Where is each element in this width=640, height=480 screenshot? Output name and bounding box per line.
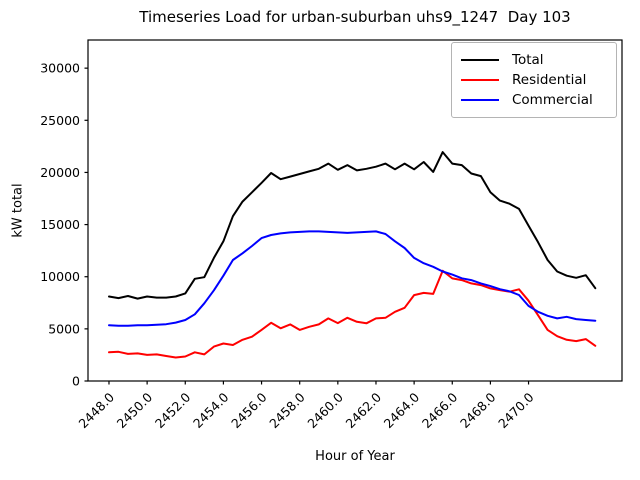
x-tick-label: 2458.0 <box>266 389 308 431</box>
y-tick-label: 25000 <box>40 113 80 128</box>
legend-label: Commercial <box>512 92 593 108</box>
series-line-commercial <box>108 230 597 327</box>
series-line-total <box>108 151 597 300</box>
y-tick-label: 30000 <box>40 61 80 76</box>
legend-item-residential: Residential <box>461 70 608 90</box>
x-tick-label: 2466.0 <box>419 389 461 431</box>
y-tick-label: 10000 <box>40 269 80 284</box>
legend-line-swatch <box>461 78 499 82</box>
x-tick-label: 2452.0 <box>152 389 194 431</box>
x-tick-label: 2448.0 <box>76 389 118 431</box>
x-axis-label: Hour of Year <box>315 449 395 464</box>
plot-border <box>87 39 623 382</box>
legend-item-total: Total <box>461 50 608 70</box>
legend-item-commercial: Commercial <box>461 90 608 110</box>
x-tick-label: 2464.0 <box>381 389 423 431</box>
legend-line-swatch <box>461 58 499 62</box>
x-tick-label: 2462.0 <box>343 389 385 431</box>
y-tick-label: 20000 <box>40 165 80 180</box>
x-tick-label: 2468.0 <box>457 389 499 431</box>
legend-label: Total <box>512 52 544 68</box>
x-tick-label: 2470.0 <box>495 389 537 431</box>
x-tick-label: 2460.0 <box>304 389 346 431</box>
series-line-residential <box>108 269 597 359</box>
x-tick-label: 2450.0 <box>114 389 156 431</box>
x-tick-label: 2456.0 <box>228 389 270 431</box>
chart-title: Timeseries Load for urban-suburban uhs9_… <box>139 8 571 26</box>
legend-line-swatch <box>461 98 499 102</box>
y-tick-label: 0 <box>72 374 80 389</box>
y-tick-label: 5000 <box>48 321 80 336</box>
legend: Total Residential Commercial <box>451 42 617 118</box>
legend-label: Residential <box>512 72 587 88</box>
x-tick-label: 2454.0 <box>190 389 232 431</box>
y-tick-label: 15000 <box>40 217 80 232</box>
